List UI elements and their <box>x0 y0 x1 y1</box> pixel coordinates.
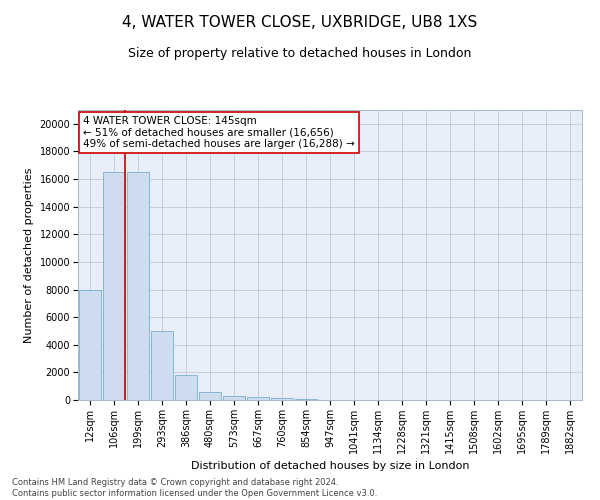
Bar <box>79 290 101 400</box>
Bar <box>223 396 245 400</box>
Bar <box>247 398 269 400</box>
Text: 4 WATER TOWER CLOSE: 145sqm
← 51% of detached houses are smaller (16,656)
49% of: 4 WATER TOWER CLOSE: 145sqm ← 51% of det… <box>83 116 355 149</box>
Text: Size of property relative to detached houses in London: Size of property relative to detached ho… <box>128 48 472 60</box>
X-axis label: Distribution of detached houses by size in London: Distribution of detached houses by size … <box>191 462 469 471</box>
Bar <box>295 399 317 400</box>
Bar <box>175 375 197 400</box>
Text: Contains HM Land Registry data © Crown copyright and database right 2024.
Contai: Contains HM Land Registry data © Crown c… <box>12 478 377 498</box>
Bar <box>271 398 293 400</box>
Bar <box>103 172 125 400</box>
Text: 4, WATER TOWER CLOSE, UXBRIDGE, UB8 1XS: 4, WATER TOWER CLOSE, UXBRIDGE, UB8 1XS <box>122 15 478 30</box>
Y-axis label: Number of detached properties: Number of detached properties <box>24 168 34 342</box>
Bar <box>199 392 221 400</box>
Bar <box>151 331 173 400</box>
Bar <box>127 172 149 400</box>
